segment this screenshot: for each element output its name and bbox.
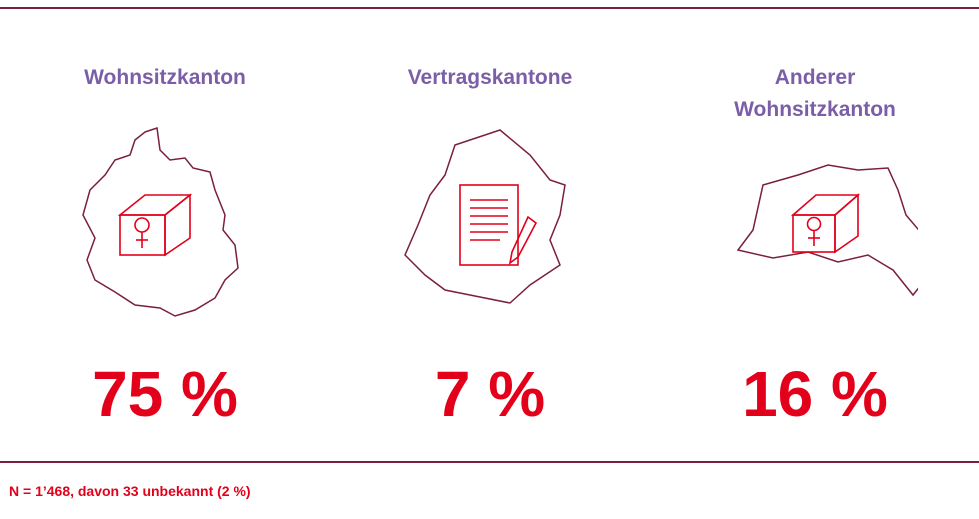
label-text: Vertragskantone (407, 66, 573, 89)
top-rule (0, 7, 979, 9)
canton-icon (736, 164, 918, 297)
percentage: 16 % (742, 358, 888, 430)
label: Anderer Wohnsitzkanton (695, 62, 935, 126)
percentage: 75 % (92, 358, 238, 430)
column: Anderer Wohnsitzkanton (695, 62, 935, 126)
footnote: N = 1’468, davon 33 unbekannt (2 %) (9, 483, 251, 499)
label: Wohnsitzkanton (45, 62, 285, 126)
column: Vertragskantone (370, 62, 610, 126)
label: Vertragskantone (370, 62, 610, 126)
bottom-rule (0, 461, 979, 463)
canton-icon (82, 127, 239, 317)
label-text: Anderer Wohnsitzkanton (734, 66, 896, 121)
label-text: Wohnsitzkanton (84, 66, 246, 89)
column: Wohnsitzkanton (45, 62, 285, 126)
percentage: 7 % (434, 358, 546, 430)
canton-icon (404, 129, 566, 304)
